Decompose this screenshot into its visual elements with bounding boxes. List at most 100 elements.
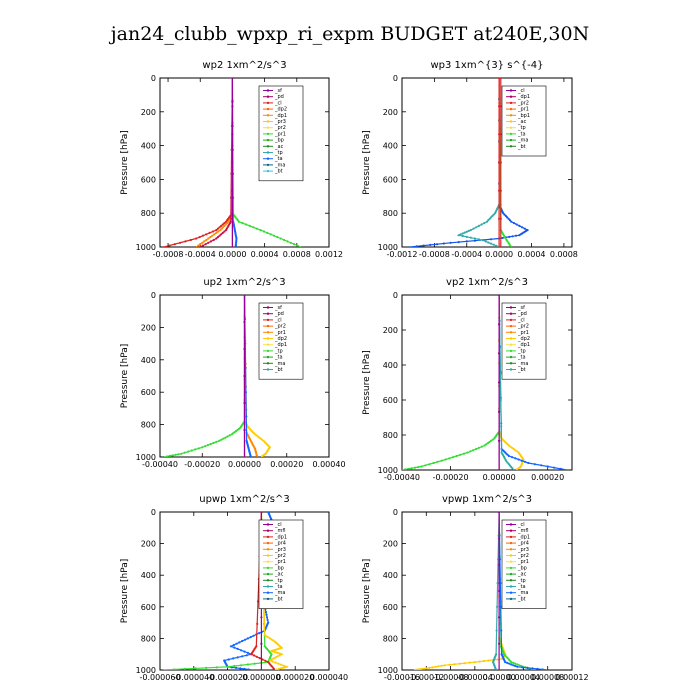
y-tick-label: 400 bbox=[141, 356, 156, 365]
series-marker bbox=[428, 463, 431, 466]
series-marker bbox=[559, 467, 562, 470]
y-tick-label: 1000 bbox=[378, 466, 398, 475]
legend-entry: _ac bbox=[517, 119, 527, 125]
series-marker bbox=[256, 622, 259, 626]
series-marker bbox=[498, 616, 501, 619]
series-marker bbox=[215, 231, 218, 234]
legend-marker bbox=[509, 89, 513, 92]
legend-box bbox=[258, 519, 304, 609]
series-marker bbox=[165, 455, 169, 457]
x-tick-label: -0.00004 bbox=[457, 673, 493, 682]
series-marker bbox=[205, 238, 208, 242]
legend-entry: _pr2 bbox=[517, 100, 529, 106]
y-tick-label: 1000 bbox=[136, 666, 156, 675]
series-marker bbox=[459, 453, 462, 456]
series-marker bbox=[512, 664, 515, 667]
y-tick-label: 200 bbox=[383, 540, 398, 549]
series-marker bbox=[489, 238, 493, 241]
series-marker bbox=[509, 445, 512, 448]
legend-entry: _dp1 bbox=[274, 534, 287, 540]
series-marker bbox=[263, 613, 266, 616]
series-marker bbox=[190, 449, 193, 452]
series-marker bbox=[283, 666, 286, 669]
legend-marker bbox=[266, 535, 270, 539]
series-marker bbox=[499, 78, 502, 80]
series-marker bbox=[243, 401, 246, 405]
series-marker bbox=[428, 666, 431, 670]
series-marker bbox=[509, 464, 512, 467]
series-marker bbox=[482, 659, 486, 663]
series-marker bbox=[211, 230, 215, 233]
legend-marker bbox=[266, 523, 270, 526]
panel-title: wp3 1xm^{3} s^{-4} bbox=[430, 60, 543, 71]
series-marker bbox=[223, 230, 226, 233]
series-marker bbox=[209, 240, 213, 243]
legend-marker bbox=[266, 120, 270, 123]
series-marker bbox=[512, 447, 515, 451]
x-tick-label: 0.00012 bbox=[555, 673, 588, 682]
legend-marker bbox=[509, 145, 513, 148]
series-marker bbox=[212, 441, 215, 445]
series-marker bbox=[499, 582, 502, 585]
legend-marker bbox=[509, 541, 513, 545]
series-marker bbox=[498, 512, 501, 514]
legend-marker bbox=[509, 95, 513, 98]
x-tick-label: 0.00020 bbox=[531, 473, 564, 482]
legend-marker bbox=[266, 145, 270, 148]
legend-marker bbox=[266, 331, 270, 334]
series-marker bbox=[206, 444, 209, 447]
legend-marker bbox=[509, 368, 513, 371]
series-marker bbox=[515, 468, 519, 470]
series-marker bbox=[463, 231, 466, 234]
series-marker bbox=[240, 664, 243, 667]
legend-entry: _bt bbox=[274, 596, 283, 602]
legend-marker bbox=[266, 337, 270, 340]
legend-marker bbox=[266, 343, 270, 346]
series-marker bbox=[272, 667, 275, 670]
series-marker bbox=[226, 665, 229, 668]
legend-marker bbox=[266, 529, 270, 532]
y-tick-label: 400 bbox=[141, 142, 156, 151]
series-marker bbox=[496, 658, 499, 661]
legend-marker bbox=[266, 541, 270, 545]
legend-entry: _ma bbox=[517, 138, 528, 144]
series-marker bbox=[461, 232, 464, 235]
series-marker bbox=[265, 616, 269, 619]
series-marker bbox=[498, 133, 501, 136]
series-marker bbox=[168, 454, 171, 457]
panel-3: up2 1xm^2/s^3 Pressure [hPa] 0 200 400 600 800… bbox=[120, 277, 346, 469]
series-marker bbox=[204, 445, 207, 448]
series-marker bbox=[510, 220, 513, 223]
x-tick-label: -0.0008 bbox=[153, 250, 184, 259]
series-marker bbox=[249, 454, 252, 457]
series-marker bbox=[432, 461, 435, 465]
series-marker bbox=[515, 223, 518, 226]
series-marker bbox=[467, 229, 470, 232]
series-marker bbox=[224, 223, 227, 226]
series-marker bbox=[248, 224, 251, 227]
legend-marker bbox=[509, 362, 513, 365]
series-marker bbox=[275, 651, 278, 654]
series-marker bbox=[234, 244, 237, 247]
series-marker bbox=[431, 666, 434, 669]
series-marker bbox=[468, 661, 471, 664]
x-tick-label: 0.0004 bbox=[251, 250, 279, 259]
series-marker bbox=[233, 664, 236, 668]
series-marker bbox=[425, 667, 428, 670]
series-marker bbox=[252, 226, 255, 229]
series-marker bbox=[466, 451, 469, 454]
legend-marker bbox=[509, 120, 513, 123]
legend-marker bbox=[509, 529, 513, 532]
series-marker bbox=[510, 456, 514, 459]
series-marker bbox=[258, 632, 261, 635]
panel-title: up2 1xm^2/s^3 bbox=[203, 277, 285, 288]
legend-marker bbox=[266, 349, 270, 353]
series-marker bbox=[194, 667, 197, 670]
series-marker bbox=[268, 637, 271, 640]
y-tick-label: 600 bbox=[383, 175, 398, 184]
series-marker bbox=[277, 652, 280, 655]
y-tick-label: 600 bbox=[383, 603, 398, 612]
series-marker bbox=[469, 450, 472, 453]
legend-entry: _tp bbox=[517, 348, 526, 354]
series-marker bbox=[253, 654, 256, 657]
